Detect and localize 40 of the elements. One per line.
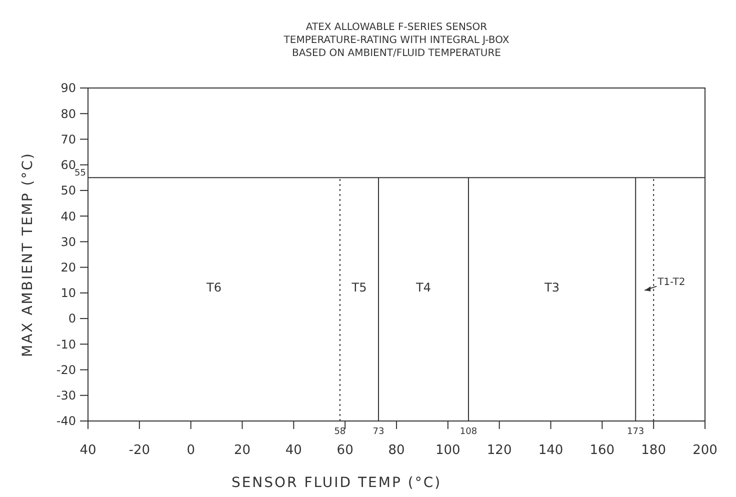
ref-line-label: 108	[460, 427, 478, 437]
y-tick-label: -30	[56, 388, 76, 403]
x-tick-label: 200	[692, 443, 718, 458]
y-tick-label: 80	[60, 106, 76, 121]
y-tick-label: 20	[60, 260, 76, 275]
y-tick-label: 10	[60, 286, 76, 300]
y-tick-label: 90	[60, 81, 76, 96]
x-tick-label: 20	[234, 443, 251, 458]
annotation: T1-T2	[656, 276, 686, 288]
y-tick-label: 30	[60, 234, 76, 249]
ref-line-label: 173	[626, 427, 644, 437]
y-tick-label: 0	[68, 312, 76, 326]
x-tick-label: -20	[128, 443, 150, 458]
y-tick-label: -10	[56, 337, 76, 352]
x-tick-label: 160	[590, 443, 615, 458]
x-tick-label: 0	[186, 443, 195, 458]
annotation: T6	[205, 280, 222, 295]
ref-line-label: 58	[334, 427, 346, 437]
y-tick-label: 70	[60, 132, 76, 146]
x-tick-label: 120	[486, 443, 512, 458]
ref-line-label: 73	[372, 427, 384, 437]
x-tick-label: 80	[388, 443, 405, 458]
y-tick-label: 60	[60, 158, 76, 172]
x-tick-label: 100	[436, 443, 460, 458]
y-tick-label: 50	[60, 184, 76, 198]
x-axis-title: SENSOR FLUID TEMP (°C)	[231, 475, 442, 491]
chart-title: ATEX ALLOWABLE F-SERIES SENSOR TEMPERATURE-RATING WITH INTEGRAL J-BOX BASED ON AMBIENT/FLUID TEMPERATURE	[282, 22, 510, 59]
x-tick-label: 180	[641, 443, 666, 458]
annotation: T3	[544, 280, 560, 295]
x-tick-label: 60	[336, 443, 354, 458]
y-tick-label: 40	[60, 209, 76, 224]
annotation: T5	[350, 280, 367, 295]
ref-line-label: 55	[74, 168, 86, 179]
x-tick-label: 140	[538, 443, 564, 458]
y-tick-label: -40	[56, 414, 76, 428]
y-tick-label: -20	[56, 362, 76, 377]
annotation: T4	[415, 280, 431, 295]
y-axis-title: MAX AMBIENT TEMP (°C)	[20, 152, 36, 357]
x-tick-label: 40	[80, 443, 96, 458]
x-tick-label: 40	[285, 443, 302, 458]
